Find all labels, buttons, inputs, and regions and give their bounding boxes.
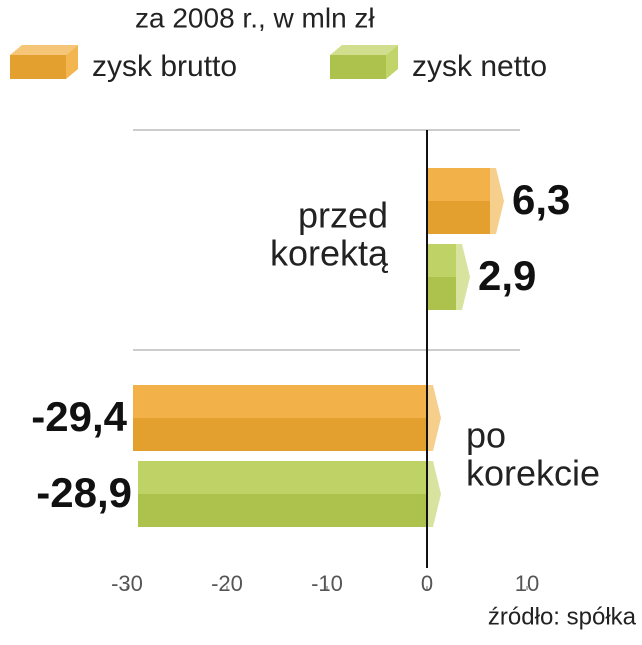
category-label: korektą <box>270 233 389 274</box>
value-label: 2,9 <box>478 252 536 299</box>
bar-highlight <box>427 168 490 201</box>
x-tick-label: -20 <box>211 571 243 596</box>
bar-highlight <box>138 461 427 494</box>
legend-label: zysk netto <box>412 50 547 83</box>
source: źródło: spółka <box>488 603 637 630</box>
legend-swatch-top <box>10 45 78 55</box>
value-label: -28,9 <box>36 469 132 516</box>
legend-swatch-side <box>66 45 78 79</box>
value-label: 6,3 <box>512 176 570 223</box>
bar-cap <box>427 385 441 451</box>
legend-swatch <box>10 55 66 79</box>
legend-label: zysk brutto <box>92 50 237 83</box>
bar-cap <box>490 168 504 234</box>
legend-swatch <box>330 55 386 79</box>
category-label: przed <box>298 195 388 236</box>
legend-swatch-top <box>330 45 398 55</box>
bar-cap <box>456 244 470 310</box>
x-tick-label: -10 <box>311 571 343 596</box>
x-tick-label: -30 <box>111 571 143 596</box>
bar-cap <box>427 461 441 527</box>
bar-highlight <box>427 244 456 277</box>
x-tick-label: 0 <box>421 571 433 596</box>
x-tick-label: 10 <box>515 571 539 596</box>
value-label: -29,4 <box>31 393 127 440</box>
category-label: korekcie <box>466 453 600 494</box>
chart-title: za 2008 r., w mln zł <box>135 2 375 33</box>
category-label: po <box>466 415 506 456</box>
legend-swatch-side <box>386 45 398 79</box>
bar-highlight <box>133 385 427 418</box>
